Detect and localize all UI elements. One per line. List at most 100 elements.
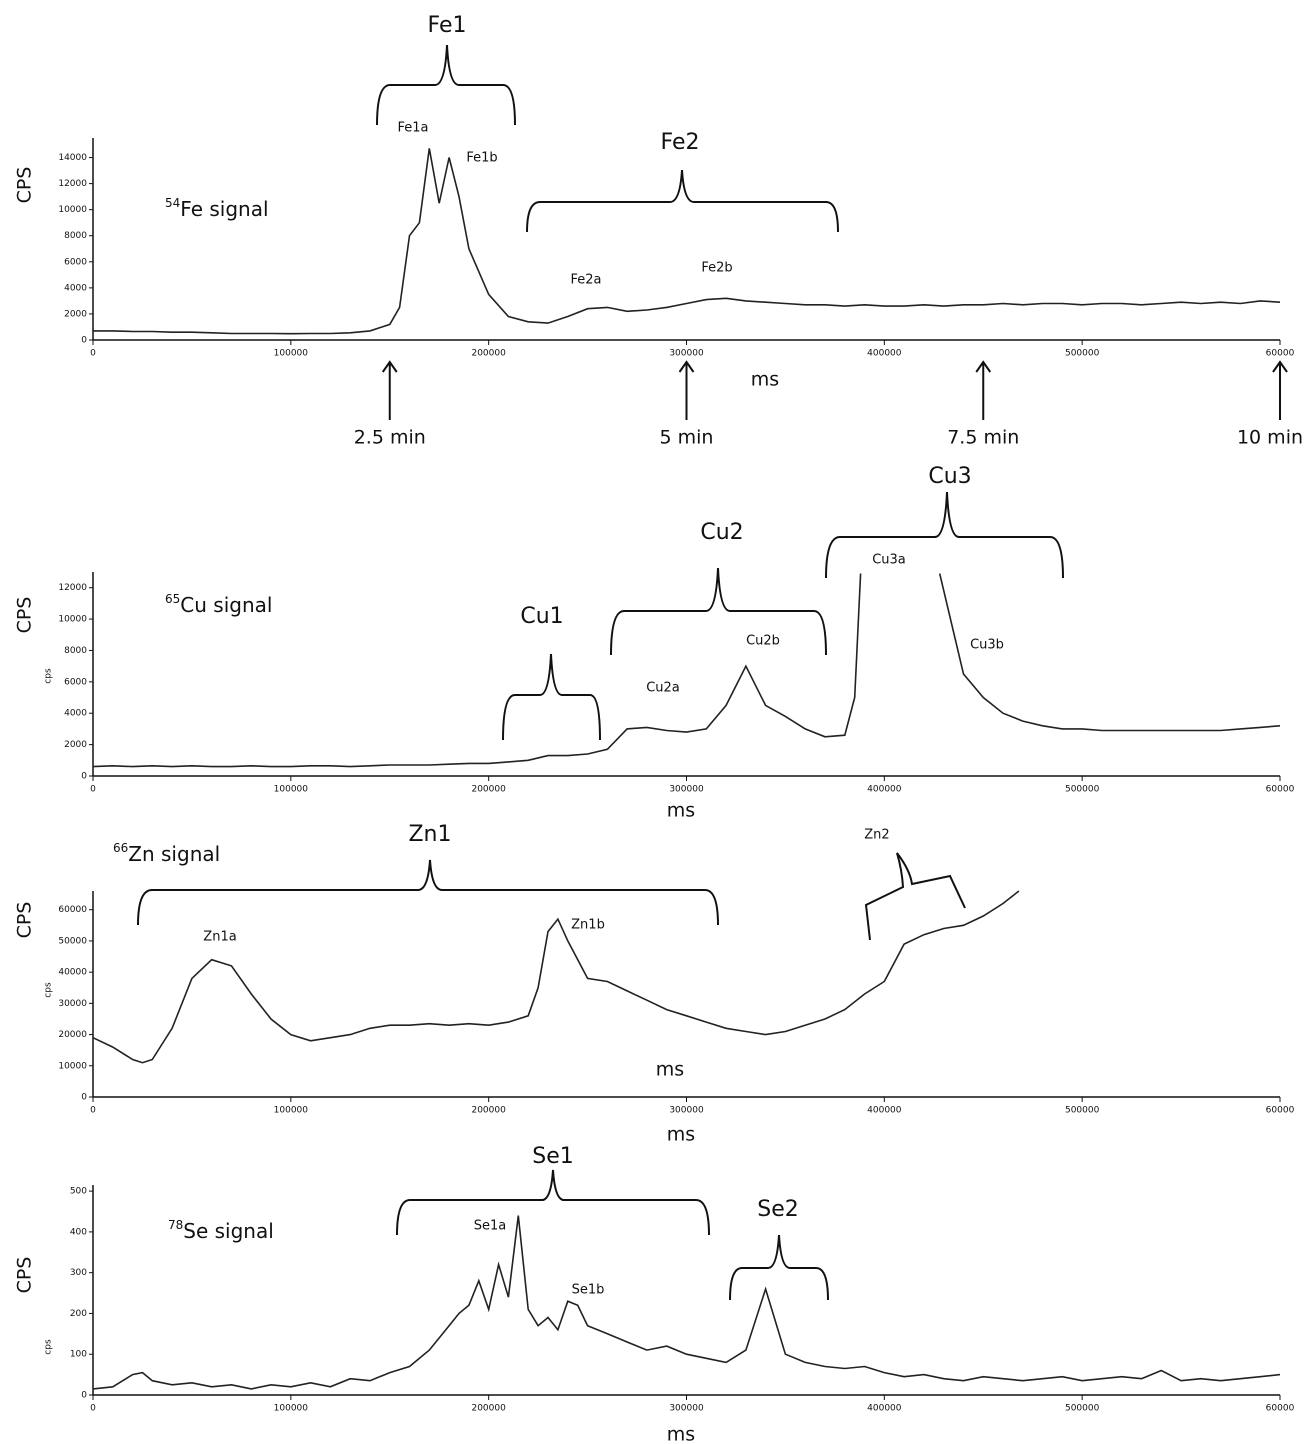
bracket (729, 1234, 829, 1301)
x-tick-label: 0 (90, 1404, 96, 1414)
y-tick-label: 6000 (64, 677, 87, 687)
y-tick-label: 2000 (64, 740, 87, 750)
y-tick-label: 400 (70, 1227, 87, 1237)
x-tick-label: 500000 (1065, 785, 1100, 795)
y-axis-label: CPS (14, 167, 36, 204)
x-tick-label: 200000 (471, 1404, 506, 1414)
group-label: Zn2 (864, 828, 889, 843)
peak-label: Zn1b (571, 918, 605, 933)
bracket (396, 1169, 710, 1236)
time-arrow (975, 360, 992, 420)
signal-line (92, 1215, 1281, 1390)
y-tick-label: 60000 (58, 905, 87, 915)
time-label: 10 min (1237, 427, 1303, 449)
bracket (610, 567, 827, 656)
signal-line (92, 573, 1281, 768)
time-label: 5 min (660, 427, 714, 449)
group-label: Fe2 (661, 130, 700, 155)
x-tick-label: 0 (90, 1106, 96, 1116)
y-unit-label: cps (44, 982, 54, 998)
group-label: Se2 (757, 1197, 799, 1222)
group-label: Se1 (532, 1144, 574, 1169)
x-axis-label: ms (667, 1424, 695, 1444)
x-tick-label: 0 (90, 349, 96, 359)
y-tick-label: 0 (81, 1391, 87, 1401)
x-tick-label: 60000 (1266, 1404, 1295, 1414)
x-tick-label: 200000 (471, 785, 506, 795)
time-label: 2.5 min (354, 427, 426, 449)
y-tick-label: 200 (70, 1309, 87, 1319)
x-tick-label: 200000 (471, 1106, 506, 1116)
x-tick-label: 500000 (1065, 1404, 1100, 1414)
x-tick-label: 300000 (669, 785, 704, 795)
x-tick-label: 300000 (669, 1404, 704, 1414)
x-tick-label: 500000 (1065, 349, 1100, 359)
peak-label: Cu3b (970, 638, 1004, 653)
y-tick-label: 12000 (58, 179, 87, 189)
y-tick-label: 10000 (58, 205, 87, 215)
y-tick-label: 10000 (58, 1061, 87, 1071)
bracket (864, 852, 966, 941)
y-tick-label: 30000 (58, 999, 87, 1009)
bracket (502, 653, 601, 741)
y-tick-label: 0 (81, 772, 87, 782)
bracket (526, 169, 839, 233)
signal-mass: 54 (165, 196, 180, 210)
y-tick-label: 20000 (58, 1030, 87, 1040)
y-tick-label: 40000 (58, 968, 87, 978)
x-tick-label: 60000 (1266, 785, 1295, 795)
signal-element: Fe signal (180, 197, 268, 221)
x-tick-label: 60000 (1266, 349, 1295, 359)
peak-label: Cu2a (646, 681, 680, 696)
axis-label: ms (656, 1059, 684, 1081)
group-label: Cu2 (700, 520, 743, 545)
x-tick-label: 500000 (1065, 1106, 1100, 1116)
x-tick-label: 0 (90, 785, 96, 795)
group-label: Zn1 (408, 822, 451, 847)
y-unit-label: cps (44, 668, 54, 684)
x-tick-label: 400000 (867, 785, 902, 795)
signal-label: 66Zn signal (113, 841, 220, 866)
signal-mass: 65 (165, 592, 180, 606)
y-tick-label: 2000 (64, 309, 87, 319)
x-tick-label: 400000 (867, 1106, 902, 1116)
y-tick-label: 6000 (64, 257, 87, 267)
time-label: 7.5 min (947, 427, 1019, 449)
peak-label: Zn1a (203, 930, 236, 945)
y-tick-label: 0 (81, 336, 87, 346)
bracket (376, 44, 516, 126)
signal-line (92, 890, 1020, 1064)
group-label: Cu1 (520, 604, 563, 629)
x-tick-label: 300000 (669, 1106, 704, 1116)
peak-label: Fe1a (397, 121, 428, 136)
peak-label: Cu3a (872, 553, 906, 568)
peak-label: Cu2b (746, 634, 780, 649)
peak-label: Fe2a (570, 273, 601, 288)
group-label: Cu3 (928, 464, 971, 489)
x-tick-label: 100000 (274, 1404, 309, 1414)
y-tick-label: 300 (70, 1268, 87, 1278)
group-label: Fe1 (428, 13, 467, 38)
signal-element: Se signal (183, 1219, 274, 1243)
y-tick-label: 500 (70, 1187, 87, 1197)
signal-mass: 78 (168, 1218, 183, 1232)
x-axis-label: ms (667, 800, 695, 822)
time-arrow (381, 360, 398, 420)
signal-mass: 66 (113, 841, 128, 855)
x-tick-label: 100000 (274, 1106, 309, 1116)
x-tick-label: 400000 (867, 1404, 902, 1414)
y-tick-label: 14000 (58, 153, 87, 163)
x-axis-label: ms (667, 1124, 695, 1146)
bracket (137, 859, 719, 926)
y-tick-label: 12000 (58, 583, 87, 593)
y-tick-label: 100 (70, 1350, 87, 1360)
peak-label: Fe1b (466, 151, 497, 166)
y-axis-label: CPS (14, 902, 36, 939)
time-arrow (1272, 360, 1288, 420)
y-tick-label: 10000 (58, 615, 87, 625)
y-tick-label: 0 (81, 1093, 87, 1103)
x-tick-label: 60000 (1266, 1106, 1295, 1116)
y-tick-label: 4000 (64, 709, 87, 719)
y-tick-label: 8000 (64, 646, 87, 656)
